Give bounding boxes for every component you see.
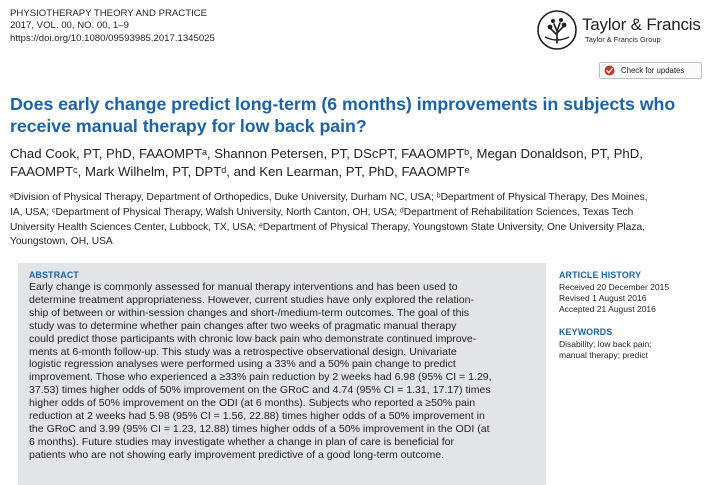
publisher-group: Taylor & Francis Group: [585, 35, 661, 44]
check-for-updates-button[interactable]: Check for updates: [599, 62, 702, 79]
abstract-line: 37.53) times higher odds of 50% improvem…: [29, 384, 491, 397]
abstract-line: the GRoC and 3.99 (95% CI = 1.23, 12.88)…: [29, 422, 490, 435]
publisher-logo: Taylor & Francis Taylor & Francis Group: [531, 8, 709, 52]
article-history-heading: ARTICLE HISTORY: [559, 270, 642, 280]
keywords: Disability; low back pain; manual therap…: [559, 339, 652, 361]
abstract-line: logistic regression analyses were perfor…: [29, 358, 456, 371]
keywords-line: manual therapy; predict: [559, 350, 648, 361]
history-revised: Revised 1 August 2016: [559, 293, 647, 304]
author-list: Chad Cook, PT, PhD, FAAOMPTᵃ, Shannon Pe…: [10, 145, 643, 180]
abstract-line: ship of between or within-session change…: [29, 306, 470, 319]
author-line: Chad Cook, PT, PhD, FAAOMPTᵃ, Shannon Pe…: [10, 146, 643, 161]
affiliation-line: ᵃDivision of Physical Therapy, Departmen…: [10, 192, 648, 203]
abstract-box: [18, 263, 546, 485]
abstract-line: reduction at 2 weeks had 5.98 (95% CI = …: [29, 410, 485, 423]
abstract-line: could predict those participants with ch…: [29, 332, 477, 345]
history-accepted: Accepted 21 August 2016: [559, 304, 656, 315]
abstract-heading: ABSTRACT: [29, 270, 79, 280]
abstract-line: ments at 6-month follow-up. This study w…: [29, 345, 457, 358]
affiliation-line: Youngstown, OH, USA: [10, 236, 113, 248]
title-line: receive manual therapy for low back pain…: [10, 115, 367, 136]
article-title: Does early change predict long-term (6 m…: [10, 94, 705, 137]
check-updates-label: Check for updates: [621, 66, 685, 75]
history-received: Received 20 December 2015: [559, 282, 670, 292]
article-history: Received 20 December 2015 Revised 1 Augu…: [559, 282, 669, 316]
keywords-line: Disability; low back pain;: [559, 339, 652, 349]
abstract-line: improvement. Those who experienced a ≥33…: [29, 371, 492, 384]
abstract-line: patients who are not showing early impro…: [29, 448, 445, 461]
affiliation-line: IA, USA; ᶜDepartment of Physical Therapy…: [10, 206, 634, 218]
abstract-line: study was to determine whether pain chan…: [29, 319, 457, 332]
title-line: Does early change predict long-term (6 m…: [10, 94, 676, 114]
check-updates-icon: [604, 65, 615, 76]
doi-link[interactable]: https://doi.org/10.1080/09593985.2017.13…: [10, 32, 215, 44]
abstract-line: determine treatment appropriateness. How…: [29, 293, 474, 306]
keywords-heading: KEYWORDS: [559, 327, 613, 337]
affiliation-line: University Health Sciences Center, Lubbo…: [10, 221, 645, 233]
author-line: FAAOMPTᶜ, Mark Wilhelm, PT, DPTᵈ, and Ke…: [10, 163, 470, 179]
tree-of-knowledge-icon: [537, 10, 577, 50]
abstract-line: 6 months). Future studies may investigat…: [29, 435, 455, 448]
journal-name: PHYSIOTHERAPY THEORY AND PRACTICE: [10, 8, 208, 19]
journal-volume: 2017, VOL. 00, NO. 00, 1–9: [10, 20, 129, 32]
affiliations: ᵃDivision of Physical Therapy, Departmen…: [10, 191, 647, 250]
abstract-line: Early change is commonly assessed for ma…: [29, 281, 458, 293]
journal-header: PHYSIOTHERAPY THEORY AND PRACTICE 2017, …: [10, 8, 215, 45]
abstract-text: Early change is commonly assessed for ma…: [29, 281, 492, 462]
publisher-name: Taylor & Francis: [582, 15, 701, 34]
abstract-line: higher odds of 50% improvement on the OD…: [29, 397, 476, 410]
